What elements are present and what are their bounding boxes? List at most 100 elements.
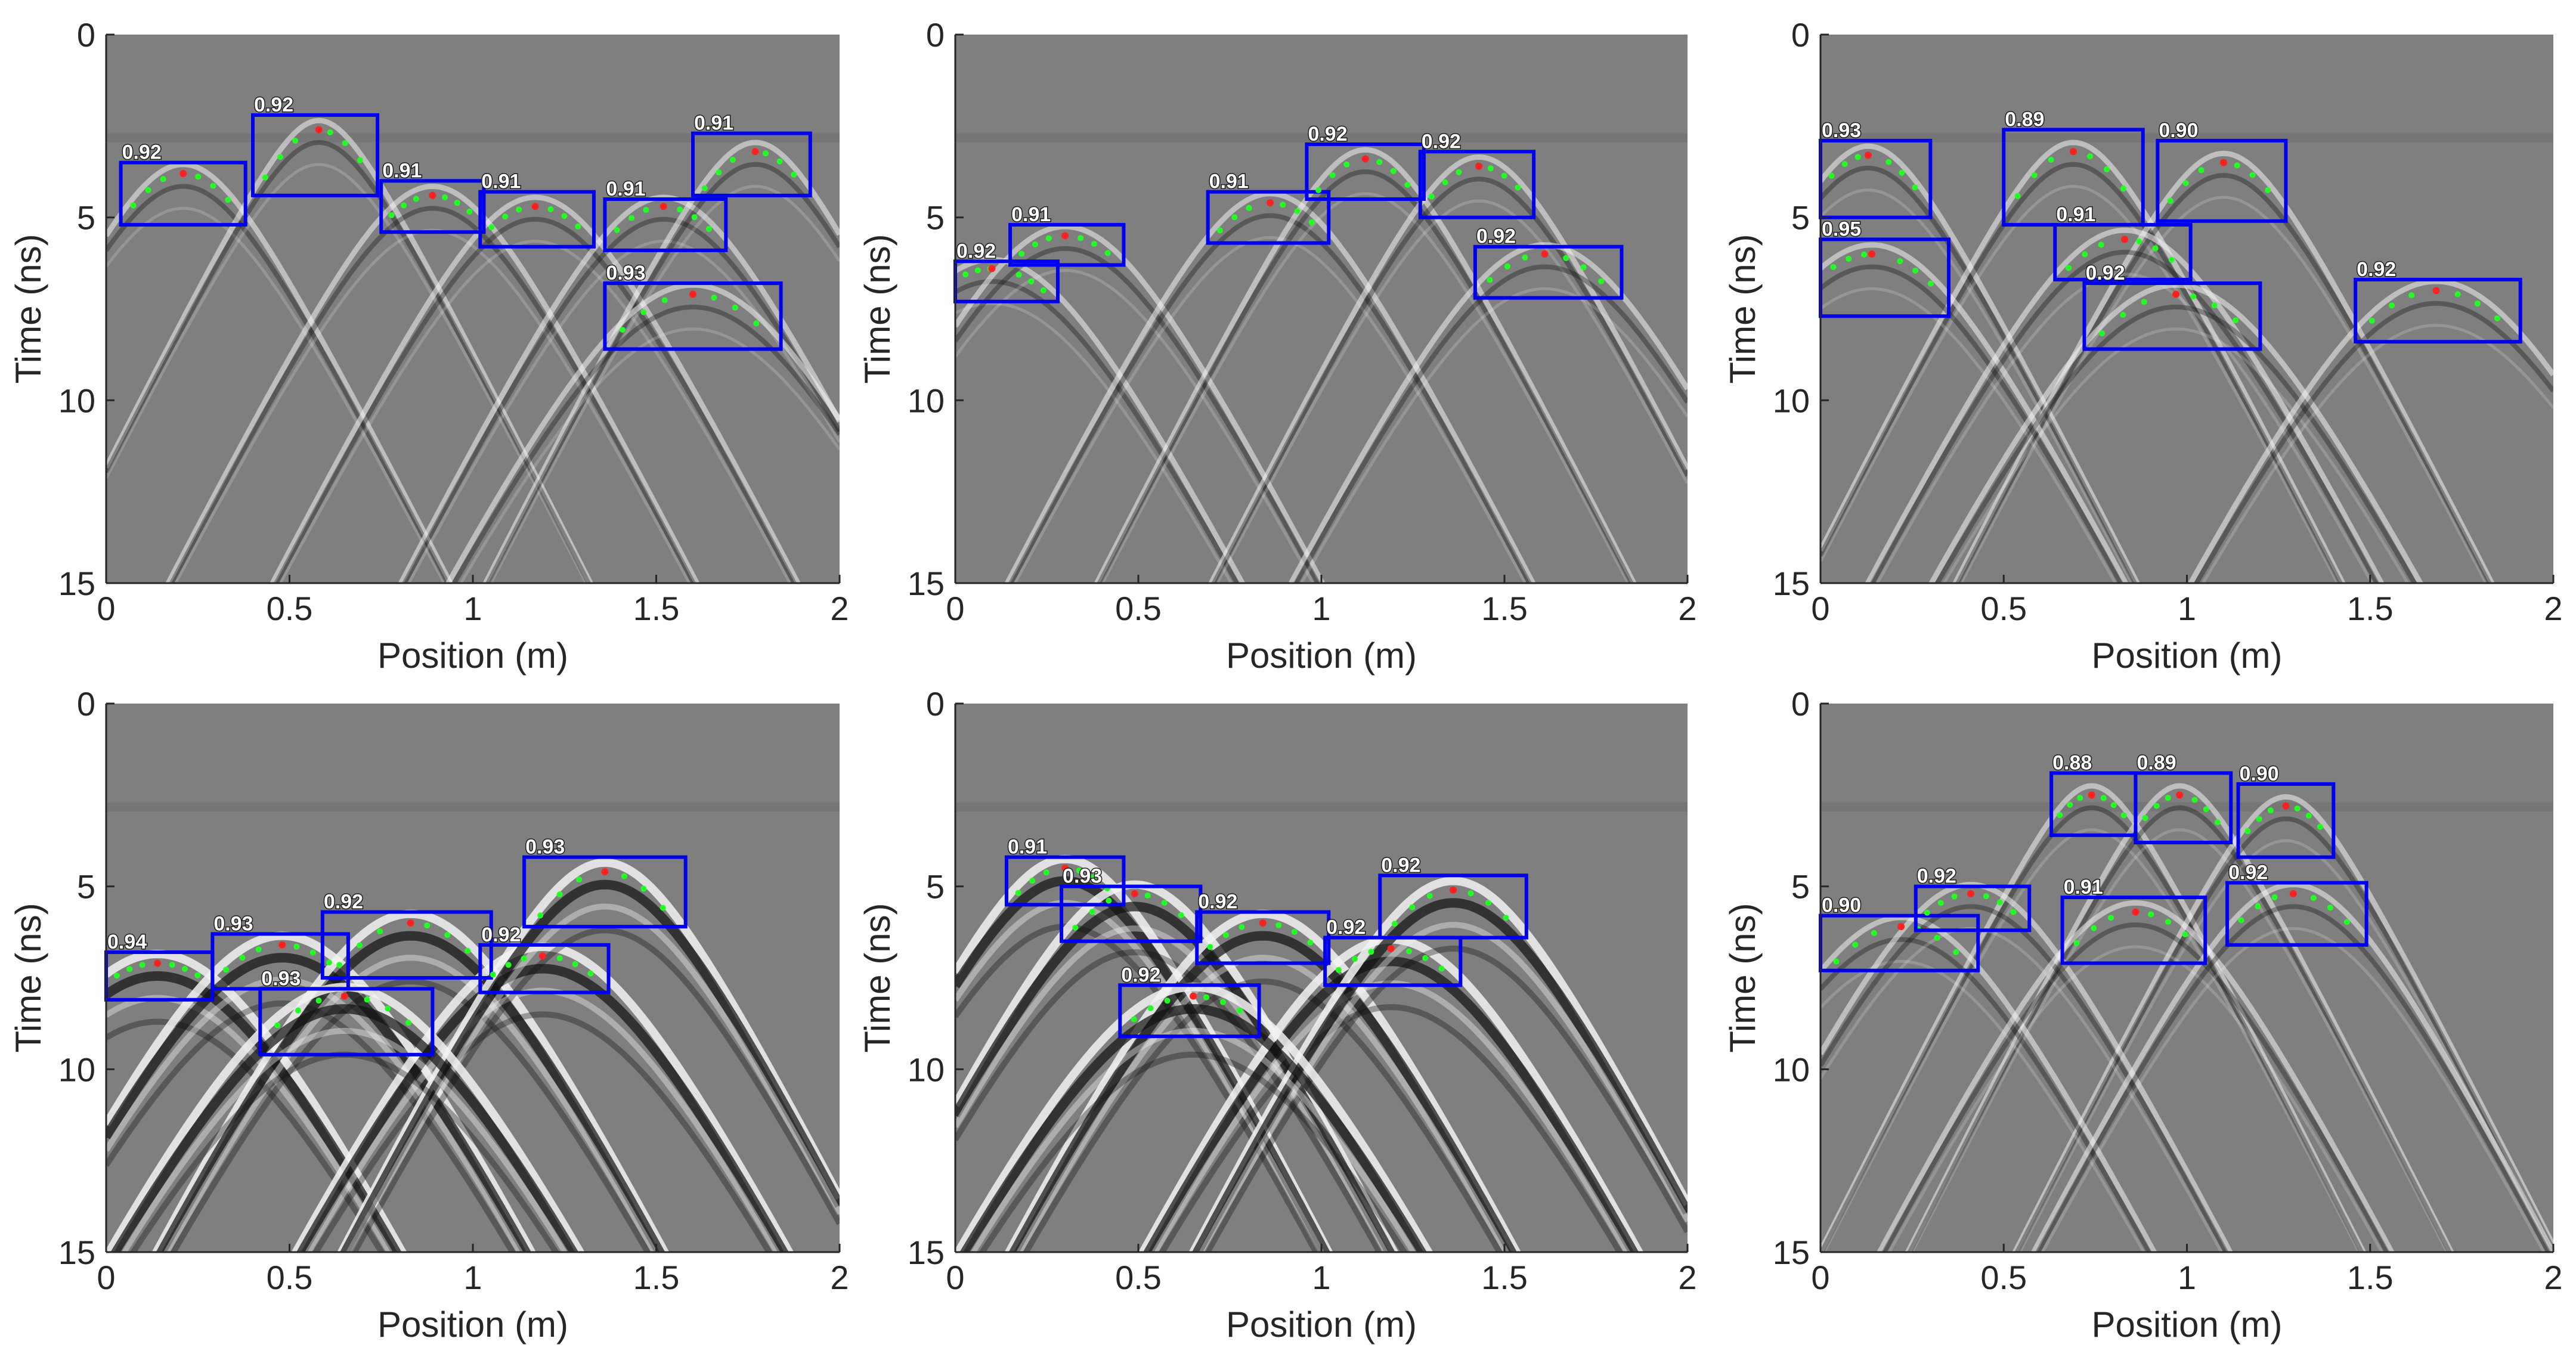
fitted-point bbox=[277, 154, 284, 160]
fitted-point bbox=[1045, 235, 1052, 241]
hyperbola-curve bbox=[1942, 327, 2410, 583]
fitted-point bbox=[2141, 299, 2147, 305]
fitted-point bbox=[1072, 924, 1079, 931]
x-axis-label: Position (m) bbox=[377, 636, 568, 676]
hyperbola-curve bbox=[1101, 192, 1630, 583]
x-axis-label: Position (m) bbox=[2091, 636, 2282, 676]
hyperbola-curve bbox=[351, 927, 840, 1252]
fitted-point bbox=[357, 942, 363, 949]
x-tick-label: 1.5 bbox=[1481, 1259, 1528, 1296]
hyperbola-curve bbox=[278, 239, 792, 583]
hyperbola-curve bbox=[969, 1027, 1417, 1252]
fitted-point bbox=[2098, 241, 2104, 248]
hyperbola-curve bbox=[1820, 287, 2117, 583]
hyperbola-curve bbox=[1820, 783, 2367, 1252]
hyperbola-curve bbox=[1820, 242, 2129, 583]
hyperbola-curve bbox=[1820, 904, 2229, 1252]
x-tick-label: 0 bbox=[946, 1259, 964, 1296]
detection-score: 0.88 bbox=[2052, 752, 2092, 775]
hyperbola-curve bbox=[1004, 191, 1536, 583]
fitted-point bbox=[502, 213, 509, 220]
fitted-point bbox=[2305, 813, 2312, 819]
detection-score: 0.90 bbox=[2240, 763, 2279, 785]
x-tick-label: 1.5 bbox=[2347, 590, 2394, 627]
hyperbola-curve bbox=[955, 983, 1433, 1252]
y-tick-label: 0 bbox=[1791, 16, 1810, 54]
x-tick-label: 0.5 bbox=[267, 590, 313, 627]
surface-reflection-band bbox=[1820, 802, 2553, 811]
x-axis-label: Position (m) bbox=[377, 1305, 568, 1345]
x-axis-label: Position (m) bbox=[1226, 1305, 1417, 1345]
fitted-point bbox=[2014, 193, 2021, 199]
fitted-point bbox=[2494, 315, 2500, 321]
plot-background bbox=[955, 35, 1688, 583]
detection-box bbox=[2053, 222, 2193, 281]
fitted-point bbox=[1043, 869, 1049, 876]
fitted-point bbox=[292, 137, 299, 144]
detection-score: 0.92 bbox=[1326, 916, 1366, 939]
x-tick-label: 1 bbox=[463, 590, 482, 627]
hyperbola-curve bbox=[955, 246, 1321, 583]
x-tick-label: 0 bbox=[1811, 590, 1829, 627]
hyperbola-curve bbox=[273, 216, 797, 583]
apex-point bbox=[1541, 250, 1549, 258]
fitted-point bbox=[2104, 166, 2110, 172]
fitted-point bbox=[753, 320, 760, 327]
fitted-point bbox=[962, 271, 969, 278]
detection-score: 0.91 bbox=[2056, 203, 2095, 226]
fitted-point bbox=[181, 965, 188, 972]
x-tick-label: 1.5 bbox=[633, 590, 680, 627]
fitted-point bbox=[388, 212, 395, 218]
detection-box bbox=[2225, 881, 2368, 947]
fitted-point bbox=[454, 200, 460, 206]
hyperbola-curve bbox=[1822, 828, 2361, 1252]
fitted-point bbox=[413, 196, 419, 202]
fitted-point bbox=[2100, 795, 2107, 801]
hyperbola-curve bbox=[955, 924, 1320, 1252]
fitted-point bbox=[2168, 256, 2175, 263]
hyperbola-curve bbox=[1928, 282, 2424, 583]
y-tick-label: 15 bbox=[1773, 1234, 1810, 1271]
fitted-point bbox=[1032, 241, 1038, 247]
fitted-point bbox=[2048, 156, 2054, 163]
detection-score: 0.92 bbox=[2228, 862, 2268, 884]
fitted-point bbox=[1598, 278, 1605, 284]
apex-point bbox=[2219, 159, 2227, 166]
apex-point bbox=[1897, 923, 1905, 931]
fitted-point bbox=[1501, 172, 1507, 179]
x-tick-label: 1.5 bbox=[1481, 590, 1528, 627]
hyperbola-curve bbox=[1820, 264, 2124, 583]
apex-point bbox=[660, 203, 667, 210]
fitted-point bbox=[2408, 292, 2415, 299]
detection-box bbox=[1004, 855, 1126, 907]
hyperbola-curve bbox=[270, 194, 801, 583]
detection-score: 0.92 bbox=[1476, 225, 1516, 248]
detection-box bbox=[2060, 896, 2207, 965]
hyperbola-curve bbox=[2014, 816, 2553, 1252]
hyperbola-curve bbox=[1198, 922, 1688, 1252]
hyperbola-curve bbox=[955, 269, 1315, 583]
apex-point bbox=[601, 868, 609, 876]
fitted-point bbox=[293, 943, 300, 950]
fitted-point bbox=[2091, 925, 2097, 931]
fitted-point bbox=[1422, 955, 1429, 961]
detection-6: 0.91 bbox=[691, 111, 812, 197]
detection-box bbox=[1378, 873, 1528, 940]
fitted-point bbox=[1861, 251, 1868, 258]
detection-score: 0.93 bbox=[213, 912, 253, 935]
apex-point bbox=[1259, 919, 1267, 927]
fitted-point bbox=[628, 215, 635, 221]
detection-1: 0.93 bbox=[1819, 118, 1933, 219]
detection-6: 0.91 bbox=[2060, 875, 2207, 965]
fitted-point bbox=[1222, 932, 1229, 938]
detection-1: 0.91 bbox=[1004, 835, 1126, 907]
hyperbola-curve bbox=[1910, 828, 2449, 1252]
fitted-point bbox=[1246, 205, 1252, 211]
fitted-point bbox=[2454, 291, 2461, 298]
fitted-point bbox=[640, 885, 647, 892]
fitted-point bbox=[2077, 795, 2083, 801]
hyperbola-curve bbox=[955, 278, 1240, 583]
fitted-point bbox=[1428, 193, 1435, 200]
x-tick-label: 2 bbox=[830, 1259, 849, 1296]
apex-point bbox=[1061, 865, 1069, 872]
